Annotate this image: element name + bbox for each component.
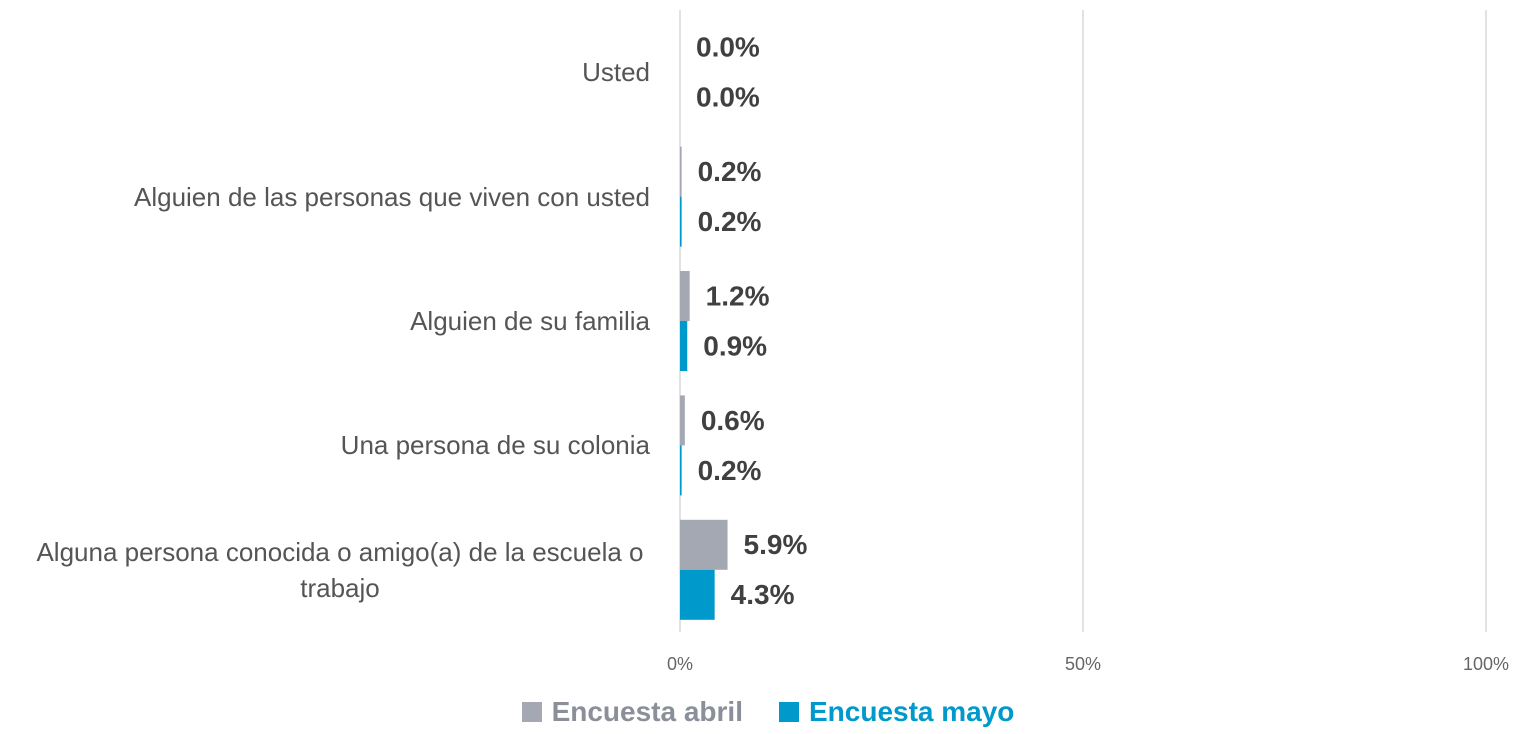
data-label: 4.3% [731,579,795,610]
category-label: Una persona de su colonia [340,430,650,461]
data-label: 1.2% [706,280,770,311]
x-tick-label: 0% [667,654,693,674]
legend: Encuesta abril Encuesta mayo [0,696,1536,728]
legend-label: Encuesta abril [551,696,743,727]
bar [680,196,682,247]
category-label: Usted [582,57,650,88]
legend-item: Encuesta abril [521,696,743,728]
bar [680,271,690,321]
data-label: 0.6% [701,405,765,436]
bar [680,569,715,620]
legend-swatch [521,702,542,722]
bar [680,445,682,496]
data-label: 0.2% [698,206,762,237]
bar [680,321,688,371]
legend-item: Encuesta mayo [778,696,1015,728]
category-label: Alguien de su familia [410,306,650,336]
category-label: Alguna persona conocida o amigo(a) de la… [36,536,644,603]
data-label: 0.9% [703,330,767,361]
data-label: 0.0% [696,32,760,63]
bar [680,146,682,197]
data-label: 0.2% [698,455,762,486]
data-label: 5.9% [744,529,808,560]
x-tick-label: 50% [1065,654,1101,674]
legend-label: Encuesta mayo [808,696,1015,727]
data-label: 0.0% [696,82,760,113]
x-tick-label: 100% [1463,654,1509,674]
category-label: Alguien de las personas que viven con us… [133,181,650,212]
legend-swatch [778,702,799,722]
bar [680,519,728,570]
bar [680,395,685,446]
data-label: 0.2% [698,156,762,187]
